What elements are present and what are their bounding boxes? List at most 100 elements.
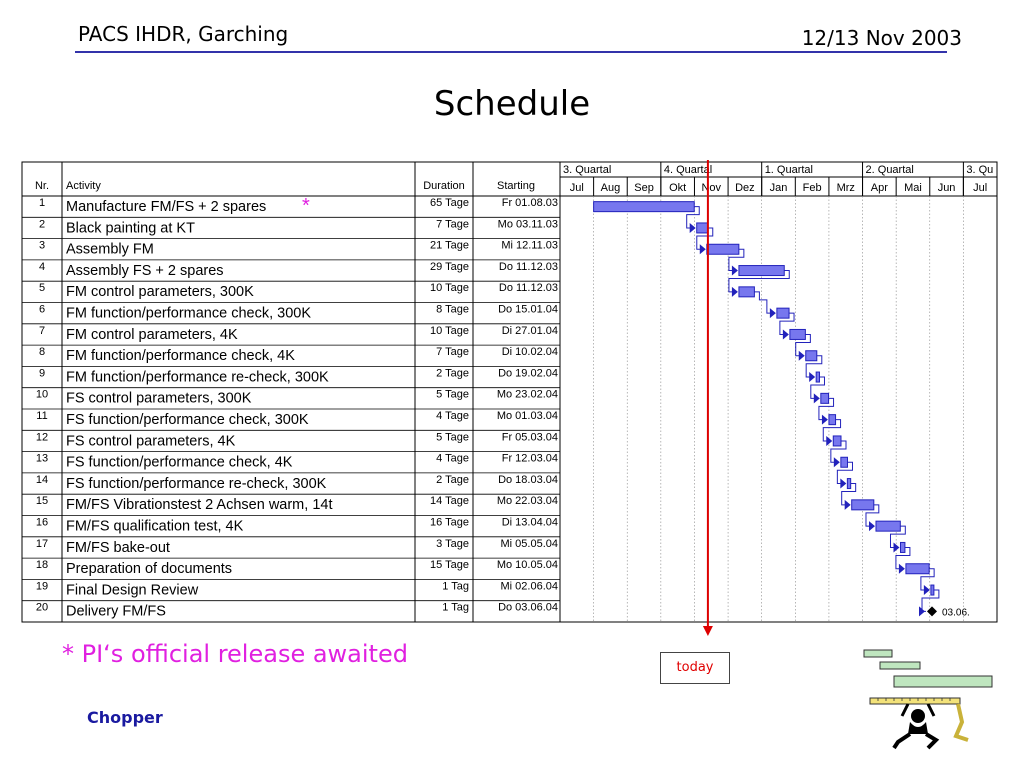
link-arrow bbox=[898, 563, 905, 574]
row-nr: 9 bbox=[39, 367, 45, 379]
gantt-bars bbox=[593, 160, 940, 636]
gantt-grid bbox=[21, 161, 998, 623]
task-bar bbox=[738, 286, 755, 298]
row-start: Fr 12.03.04 bbox=[502, 453, 558, 465]
row-activity: FM/FS Vibrationstest 2 Achsen warm, 14t bbox=[66, 497, 332, 513]
row-activity: Preparation of documents bbox=[66, 561, 232, 577]
row-nr: 17 bbox=[36, 538, 48, 550]
row-nr: 13 bbox=[36, 453, 48, 465]
month-label: Jan bbox=[770, 182, 788, 194]
task-bar bbox=[593, 201, 695, 213]
row-nr: 16 bbox=[36, 517, 48, 529]
dependency-line bbox=[728, 270, 790, 293]
row-nr: 5 bbox=[39, 282, 45, 294]
today-arrow bbox=[702, 626, 713, 636]
row-start: Mi 05.05.04 bbox=[501, 538, 558, 550]
row-duration: 29 Tage bbox=[430, 261, 469, 273]
row-start: Mo 22.03.04 bbox=[497, 495, 558, 507]
month-label: Apr bbox=[871, 182, 888, 194]
dependency-line bbox=[686, 206, 700, 229]
dependency-line bbox=[805, 355, 823, 378]
link-arrow bbox=[689, 222, 696, 233]
quarter-label: 1. Quartal bbox=[765, 164, 813, 176]
row-start: Di 27.01.04 bbox=[502, 325, 558, 337]
link-arrow bbox=[769, 308, 776, 319]
link-arrow bbox=[699, 244, 706, 255]
row-activity: FS control parameters, 300K bbox=[66, 391, 252, 407]
task-bar bbox=[738, 265, 785, 277]
dependency-line bbox=[836, 461, 853, 485]
task-bar bbox=[815, 371, 820, 383]
dependency-line bbox=[889, 525, 906, 548]
dependency-line bbox=[779, 312, 795, 335]
row-duration: 10 Tage bbox=[430, 282, 469, 294]
row-duration: 2 Tage bbox=[436, 474, 469, 486]
month-label: Okt bbox=[669, 182, 686, 194]
row-duration: 4 Tage bbox=[436, 453, 469, 465]
row-activity: FS control parameters, 4K bbox=[66, 433, 236, 449]
row-nr: 4 bbox=[39, 261, 45, 273]
row-start: Mi 12.11.03 bbox=[501, 240, 558, 252]
row-start: Fr 01.08.03 bbox=[502, 197, 558, 209]
row-activity: FM function/performance check, 4K bbox=[66, 348, 295, 364]
row-duration: 3 Tage bbox=[436, 538, 469, 550]
task-bar bbox=[706, 243, 740, 255]
dependency-line bbox=[822, 419, 842, 442]
dependency-line bbox=[865, 504, 880, 527]
dependency-line bbox=[810, 376, 825, 399]
link-arrow bbox=[893, 542, 900, 553]
row-duration: 7 Tage bbox=[436, 218, 469, 230]
row-activity: FM/FS qualification test, 4K bbox=[66, 519, 244, 535]
task-bar bbox=[840, 456, 848, 468]
month-label: Mai bbox=[904, 182, 922, 194]
quarter-label: 2. Quartal bbox=[866, 164, 914, 176]
row-activity: FM control parameters, 4K bbox=[66, 327, 238, 343]
starting-header: Starting bbox=[497, 180, 535, 192]
task-bar bbox=[696, 222, 709, 234]
row-duration: 8 Tage bbox=[436, 304, 469, 316]
month-label: Mrz bbox=[837, 182, 855, 194]
month-label: Dez bbox=[735, 182, 755, 194]
row-start: Do 15.01.04 bbox=[498, 304, 558, 316]
link-arrow bbox=[923, 585, 930, 596]
row-nr: 19 bbox=[36, 580, 48, 592]
header-left: PACS IHDR, Garching bbox=[78, 22, 289, 46]
row-start: Do 03.06.04 bbox=[498, 602, 558, 614]
row-duration: 2 Tage bbox=[436, 367, 469, 379]
row-nr: 20 bbox=[36, 602, 48, 614]
row-activity: FS function/performance check, 300K bbox=[66, 412, 309, 428]
link-arrow bbox=[868, 521, 875, 532]
duration-header: Duration bbox=[423, 180, 465, 192]
task-bar bbox=[805, 350, 818, 362]
row-nr: 15 bbox=[36, 495, 48, 507]
task-bar bbox=[776, 307, 790, 319]
row-start: Di 13.04.04 bbox=[502, 517, 558, 529]
dependency-line bbox=[841, 483, 857, 506]
row-start: Mo 03.11.03 bbox=[498, 218, 558, 230]
row-activity: Final Design Review bbox=[66, 582, 199, 598]
link-arrow bbox=[782, 329, 789, 340]
month-label: Sep bbox=[634, 182, 654, 194]
row-duration: 14 Tage bbox=[430, 495, 469, 507]
row-duration: 16 Tage bbox=[430, 517, 469, 529]
row-duration: 15 Tage bbox=[430, 559, 469, 571]
link-arrow bbox=[821, 414, 828, 425]
row-activity: FM control parameters, 300K bbox=[66, 284, 254, 300]
row-nr: 7 bbox=[39, 325, 45, 337]
link-arrow bbox=[919, 606, 926, 617]
month-label: Nov bbox=[701, 182, 721, 194]
row-duration: 7 Tage bbox=[436, 346, 469, 358]
row-activity: FM function/performance re-check, 300K bbox=[66, 369, 329, 385]
row-nr: 11 bbox=[36, 410, 47, 422]
row-start: Do 19.02.04 bbox=[498, 367, 558, 379]
row-duration: 5 Tage bbox=[436, 389, 469, 401]
dependency-line bbox=[818, 397, 835, 421]
quarter-label: 4. Quartal bbox=[664, 164, 712, 176]
row-nr: 3 bbox=[39, 240, 45, 252]
link-arrow bbox=[731, 265, 738, 276]
row-nr: 1 bbox=[39, 197, 45, 209]
task-bar bbox=[846, 478, 852, 490]
task-bar bbox=[789, 328, 806, 340]
milestone-label: 03.06. bbox=[942, 607, 970, 618]
